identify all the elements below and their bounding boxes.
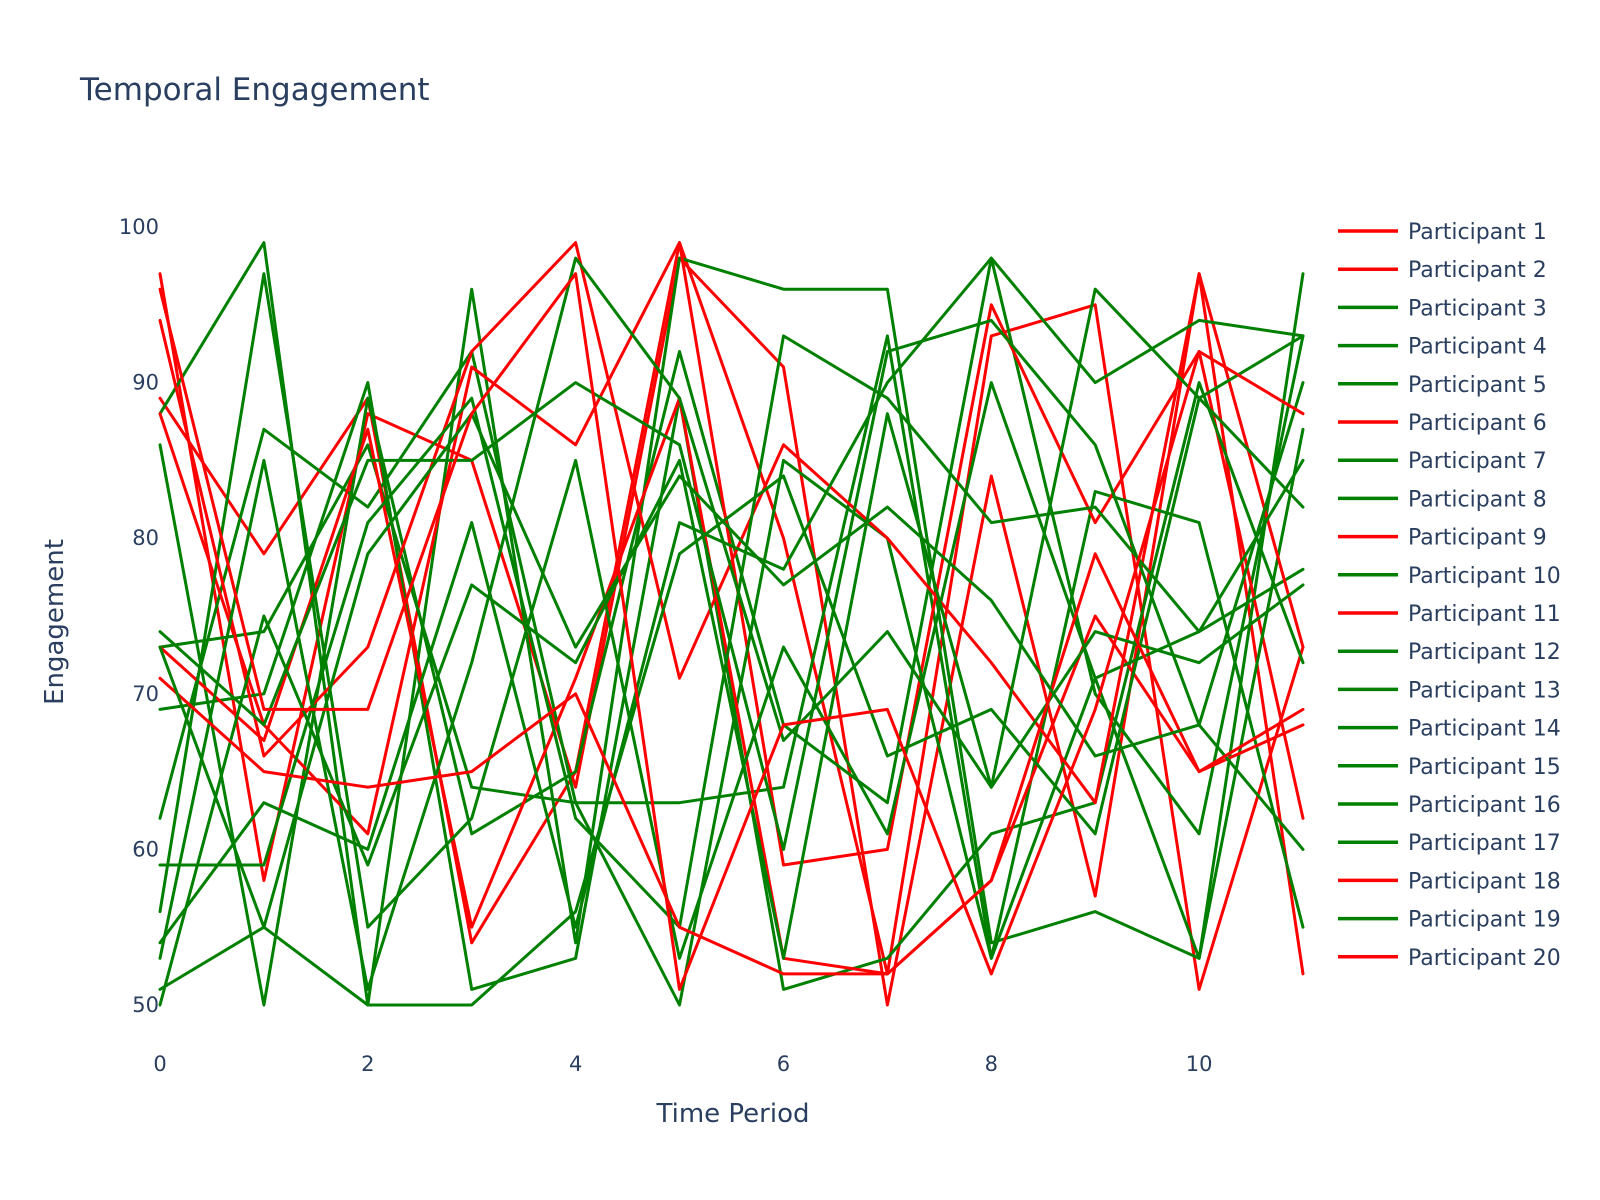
y-axis-ticks: 50 60 70 80 90 100 <box>119 215 159 1017</box>
legend-label: Participant 1 <box>1408 220 1547 245</box>
legend-label: Participant 5 <box>1408 373 1547 398</box>
legend-label: Participant 18 <box>1408 869 1561 894</box>
legend-label: Participant 7 <box>1408 449 1547 474</box>
legend-label: Participant 6 <box>1408 411 1547 436</box>
y-tick-label: 60 <box>132 837 159 861</box>
legend-item-participant-1[interactable]: Participant 1 <box>1338 220 1547 245</box>
series-line-participant-16 <box>158 256 1305 991</box>
legend-label: Participant 3 <box>1408 296 1547 321</box>
x-tick-label: 4 <box>569 1052 582 1076</box>
legend[interactable]: Participant 1 Participant 2 Participant 3 P… <box>1338 220 1561 971</box>
x-tick-label: 6 <box>777 1052 790 1076</box>
legend-item-participant-16[interactable]: Participant 16 <box>1338 793 1561 818</box>
series-line-participant-12 <box>158 287 1305 1007</box>
legend-item-participant-18[interactable]: Participant 18 <box>1338 869 1561 894</box>
y-axis-title: Engagement <box>40 539 70 705</box>
legend-item-participant-3[interactable]: Participant 3 <box>1338 296 1547 321</box>
y-tick-label: 70 <box>132 682 159 706</box>
series-line-participant-15 <box>158 334 1305 929</box>
series-line-participant-3 <box>158 241 1305 1007</box>
legend-label: Participant 9 <box>1408 526 1547 551</box>
legend-label: Participant 17 <box>1408 831 1561 856</box>
legend-item-participant-13[interactable]: Participant 13 <box>1338 678 1561 703</box>
series-line-participant-14 <box>158 318 1305 851</box>
x-tick-label: 10 <box>1186 1052 1213 1076</box>
y-tick-label: 80 <box>132 526 159 550</box>
plot-area <box>158 241 1305 1007</box>
series-line-participant-18 <box>158 552 1305 976</box>
series-line-participant-17 <box>158 334 1305 1007</box>
legend-label: Participant 19 <box>1408 908 1561 933</box>
legend-item-participant-20[interactable]: Participant 20 <box>1338 946 1561 971</box>
y-tick-label: 100 <box>119 215 159 239</box>
legend-label: Participant 12 <box>1408 640 1561 665</box>
series-line-participant-11 <box>158 241 1305 805</box>
y-tick-label: 50 <box>132 993 159 1017</box>
legend-item-participant-8[interactable]: Participant 8 <box>1338 487 1547 512</box>
series-line-participant-19 <box>158 381 1305 929</box>
series-line-participant-9 <box>158 396 1305 976</box>
legend-label: Participant 11 <box>1408 602 1561 627</box>
legend-label: Participant 8 <box>1408 487 1547 512</box>
x-axis-ticks: 0 2 4 6 8 10 <box>153 1052 1212 1076</box>
legend-item-participant-7[interactable]: Participant 7 <box>1338 449 1547 474</box>
x-tick-label: 0 <box>153 1052 166 1076</box>
chart-title: Temporal Engagement <box>79 72 430 108</box>
legend-label: Participant 16 <box>1408 793 1561 818</box>
legend-item-participant-14[interactable]: Participant 14 <box>1338 717 1561 742</box>
series-line-participant-10 <box>158 272 1305 960</box>
series-line-participant-2 <box>158 241 1305 991</box>
x-axis-title: Time Period <box>656 1099 810 1129</box>
legend-label: Participant 4 <box>1408 335 1547 360</box>
legend-label: Participant 20 <box>1408 946 1561 971</box>
series-line-participant-20 <box>158 272 1305 991</box>
legend-label: Participant 15 <box>1408 755 1561 780</box>
legend-item-participant-9[interactable]: Participant 9 <box>1338 526 1547 551</box>
legend-label: Participant 13 <box>1408 678 1561 703</box>
legend-item-participant-15[interactable]: Participant 15 <box>1338 755 1561 780</box>
x-tick-label: 2 <box>361 1052 374 1076</box>
series-line-participant-13 <box>158 256 1305 945</box>
legend-item-participant-12[interactable]: Participant 12 <box>1338 640 1561 665</box>
legend-item-participant-5[interactable]: Participant 5 <box>1338 373 1547 398</box>
legend-label: Participant 14 <box>1408 717 1561 742</box>
x-tick-label: 8 <box>985 1052 998 1076</box>
y-tick-label: 90 <box>132 371 159 395</box>
legend-item-participant-11[interactable]: Participant 11 <box>1338 602 1561 627</box>
series-line-participant-8 <box>158 381 1305 991</box>
legend-label: Participant 2 <box>1408 258 1547 283</box>
legend-item-participant-10[interactable]: Participant 10 <box>1338 564 1561 589</box>
legend-item-participant-2[interactable]: Participant 2 <box>1338 258 1547 283</box>
legend-item-participant-17[interactable]: Participant 17 <box>1338 831 1561 856</box>
legend-label: Participant 10 <box>1408 564 1561 589</box>
series-line-participant-7 <box>158 427 1305 1007</box>
legend-item-participant-6[interactable]: Participant 6 <box>1338 411 1547 436</box>
legend-item-participant-4[interactable]: Participant 4 <box>1338 335 1547 360</box>
legend-item-participant-19[interactable]: Participant 19 <box>1338 908 1561 933</box>
